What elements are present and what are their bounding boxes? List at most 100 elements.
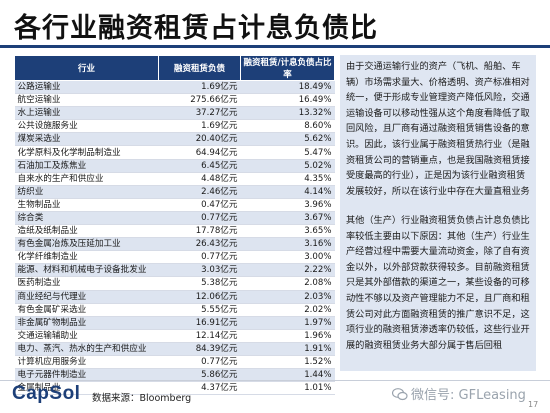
- cell-industry: 煤炭采选业: [14, 132, 159, 147]
- cell-ratio: 2.22%: [240, 263, 335, 278]
- cell-ratio: 18.49%: [240, 80, 335, 95]
- cell-lease-liability: 2.46亿元: [158, 185, 241, 199]
- capsol-logo: CapSol: [12, 383, 81, 404]
- cell-ratio: 1.97%: [240, 316, 335, 330]
- cell-industry: 电力、蒸汽、热水的生产和供应业: [14, 342, 159, 356]
- cell-ratio: 1.01%: [240, 381, 335, 396]
- cell-ratio: 1.44%: [240, 368, 335, 383]
- cell-lease-liability: 6.45亿元: [158, 159, 241, 173]
- table-row: 电子元器件制造业 5.86亿元 1.44%: [14, 368, 335, 383]
- cell-lease-liability: 37.27亿元: [158, 106, 241, 121]
- cell-lease-liability: 26.43亿元: [158, 237, 241, 252]
- cell-lease-liability: 4.48亿元: [158, 172, 241, 186]
- cell-lease-liability: 1.69亿元: [158, 80, 241, 95]
- cell-industry: 航空运输业: [14, 93, 159, 108]
- table-row: 金属制品业 4.37亿元 1.01%: [14, 381, 335, 396]
- cell-ratio: 5.62%: [240, 132, 335, 147]
- cell-ratio: 4.35%: [240, 172, 335, 186]
- table-row: 造纸及纸制品业 17.78亿元 3.65%: [14, 224, 335, 239]
- header-lease-liability: 融资租赁负债: [158, 55, 241, 81]
- wechat-watermark: 微信号: GFLeasing: [392, 384, 526, 403]
- cell-industry: 交通运输辅助业: [14, 329, 159, 343]
- leasing-table-container: 行业 融资租赁负债 融资租赁/计息负债占比率 公路运输业 1.69亿元 18.49%…: [14, 55, 335, 396]
- table-row: 有色金属冶炼及压延加工业 26.43亿元 3.16%: [14, 237, 335, 252]
- table-row: 电力、蒸汽、热水的生产和供应业 84.39亿元 1.91%: [14, 342, 335, 356]
- table-row: 石油加工及炼焦业 6.45亿元 5.02%: [14, 159, 335, 173]
- footer-divider: [0, 380, 550, 381]
- table-body: 公路运输业 1.69亿元 18.49% 航空运输业 275.66亿元 16.49% 水上运输…: [14, 80, 335, 396]
- table-row: 水上运输业 37.27亿元 13.32%: [14, 106, 335, 121]
- cell-industry: 金属制品业: [14, 381, 159, 396]
- table-row: 交通运输辅助业 12.14亿元 1.96%: [14, 329, 335, 343]
- cell-ratio: 16.49%: [240, 93, 335, 108]
- leasing-table: 行业 融资租赁负债 融资租赁/计息负债占比率 公路运输业 1.69亿元 18.49%…: [14, 55, 335, 396]
- cell-lease-liability: 12.06亿元: [158, 290, 241, 304]
- cell-lease-liability: 5.86亿元: [158, 368, 241, 383]
- cell-industry: 纺织业: [14, 185, 159, 199]
- table-row: 能源、材料和机械电子设备批发业 3.03亿元 2.22%: [14, 263, 335, 278]
- cell-industry: 生物制品业: [14, 198, 159, 212]
- cell-industry: 医药制造业: [14, 276, 159, 291]
- table-row: 综合类 0.77亿元 3.67%: [14, 211, 335, 226]
- cell-ratio: 3.65%: [240, 224, 335, 239]
- cell-lease-liability: 0.77亿元: [158, 211, 241, 226]
- cell-industry: 化学原料及化学制品制造业: [14, 145, 159, 160]
- cell-lease-liability: 1.69亿元: [158, 119, 241, 134]
- header-industry: 行业: [14, 55, 159, 81]
- cell-industry: 水上运输业: [14, 106, 159, 121]
- cell-lease-liability: 5.55亿元: [158, 303, 241, 317]
- table-row: 纺织业 2.46亿元 4.14%: [14, 185, 335, 199]
- cell-lease-liability: 84.39亿元: [158, 342, 241, 356]
- cell-ratio: 13.32%: [240, 106, 335, 121]
- cell-lease-liability: 0.47亿元: [158, 198, 241, 212]
- page-number: 17: [528, 400, 539, 409]
- cell-industry: 有色金属矿采选业: [14, 303, 159, 317]
- cell-ratio: 8.60%: [240, 119, 335, 134]
- cell-industry: 公共设施服务业: [14, 119, 159, 134]
- table-row: 医药制造业 5.38亿元 2.08%: [14, 276, 335, 291]
- cell-industry: 综合类: [14, 211, 159, 226]
- cell-industry: 石油加工及炼焦业: [14, 159, 159, 173]
- cell-lease-liability: 12.14亿元: [158, 329, 241, 343]
- wechat-icon: [392, 388, 408, 401]
- cell-lease-liability: 20.40亿元: [158, 132, 241, 147]
- cell-industry: 自来水的生产和供应业: [14, 172, 159, 186]
- cell-ratio: 3.96%: [240, 198, 335, 212]
- cell-lease-liability: 17.78亿元: [158, 224, 241, 239]
- title-divider: [0, 45, 550, 48]
- cell-industry: 商业经纪与代理业: [14, 290, 159, 304]
- table-row: 计算机应用服务业 0.77亿元 1.52%: [14, 355, 335, 370]
- cell-industry: 非金属矿物制品业: [14, 316, 159, 330]
- commentary-paragraph-transport: 由于交通运输行业的资产（飞机、船舶、车辆）市场需求量大、价格透明、资产标准相对统…: [346, 61, 530, 197]
- cell-industry: 公路运输业: [14, 80, 159, 95]
- cell-lease-liability: 0.77亿元: [158, 250, 241, 265]
- commentary-paragraph-other: 其他（生产）行业融资租赁负债占计息负债比率较低主要由以下原因：其他（生产）行业生…: [346, 215, 530, 351]
- cell-industry: 计算机应用服务业: [14, 355, 159, 370]
- table-row: 自来水的生产和供应业 4.48亿元 4.35%: [14, 172, 335, 186]
- table-row: 公路运输业 1.69亿元 18.49%: [14, 80, 335, 95]
- table-row: 化学纤维制造业 0.77亿元 3.00%: [14, 250, 335, 265]
- cell-ratio: 5.02%: [240, 159, 335, 173]
- cell-lease-liability: 16.91亿元: [158, 316, 241, 330]
- cell-ratio: 2.08%: [240, 276, 335, 291]
- table-row: 商业经纪与代理业 12.06亿元 2.03%: [14, 290, 335, 304]
- cell-lease-liability: 3.03亿元: [158, 263, 241, 278]
- table-row: 化学原料及化学制品制造业 64.94亿元 5.47%: [14, 145, 335, 160]
- cell-lease-liability: 5.38亿元: [158, 276, 241, 291]
- wechat-id: 微信号: GFLeasing: [411, 388, 526, 403]
- cell-ratio: 1.52%: [240, 355, 335, 370]
- cell-industry: 有色金属冶炼及压延加工业: [14, 237, 159, 252]
- cell-industry: 化学纤维制造业: [14, 250, 159, 265]
- table-row: 航空运输业 275.66亿元 16.49%: [14, 93, 335, 108]
- cell-lease-liability: 64.94亿元: [158, 145, 241, 160]
- cell-ratio: 1.91%: [240, 342, 335, 356]
- table-row: 煤炭采选业 20.40亿元 5.62%: [14, 132, 335, 147]
- cell-lease-liability: 0.77亿元: [158, 355, 241, 370]
- cell-industry: 能源、材料和机械电子设备批发业: [14, 263, 159, 278]
- table-row: 生物制品业 0.47亿元 3.96%: [14, 198, 335, 212]
- cell-industry: 造纸及纸制品业: [14, 224, 159, 239]
- commentary-panel: [340, 55, 536, 371]
- cell-ratio: 1.96%: [240, 329, 335, 343]
- table-header-row: 行业 融资租赁负债 融资租赁/计息负债占比率: [14, 55, 335, 81]
- cell-ratio: 3.00%: [240, 250, 335, 265]
